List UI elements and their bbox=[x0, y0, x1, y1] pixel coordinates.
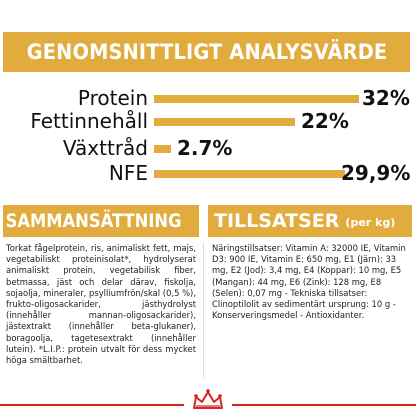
additives-title: TILLSATSER bbox=[214, 210, 340, 232]
analysis-row-fiber: Växttråd 2.7% bbox=[0, 133, 416, 163]
analysis-banner: GENOMSNITTLIGT ANALYSVÄRDE bbox=[3, 32, 410, 72]
additives-unit: (per kg) bbox=[345, 216, 396, 229]
row-bar bbox=[154, 145, 171, 153]
row-value: 32% bbox=[362, 86, 410, 110]
row-label: Fettinnehåll bbox=[30, 109, 148, 133]
analysis-row-nfe: NFE 29,9% bbox=[0, 158, 416, 188]
row-value: 2.7% bbox=[177, 136, 233, 160]
column-divider bbox=[203, 243, 205, 378]
composition-title: SAMMANSÄTTNING bbox=[5, 210, 182, 232]
additives-header: TILLSATSER (per kg) bbox=[208, 205, 412, 237]
row-bar bbox=[154, 118, 295, 126]
row-label: Växttråd bbox=[62, 136, 148, 160]
analysis-row-fat: Fettinnehåll 22% bbox=[0, 106, 416, 136]
row-value: 22% bbox=[301, 109, 349, 133]
additives-text: Näringstillsatser: Vitamin A: 32000 IE, … bbox=[212, 243, 406, 321]
analysis-row-protein: Protein 32% bbox=[0, 83, 416, 113]
row-label: NFE bbox=[108, 161, 148, 185]
row-bar bbox=[154, 95, 359, 103]
footer-line-left bbox=[0, 404, 184, 406]
analysis-title: GENOMSNITTLIGT ANALYSVÄRDE bbox=[26, 40, 387, 64]
row-value: 29,9% bbox=[341, 161, 411, 185]
footer-line-right bbox=[232, 404, 416, 406]
crown-logo-icon bbox=[193, 389, 223, 409]
row-label: Protein bbox=[77, 86, 148, 110]
composition-text: Torkat fågelprotein, ris, animaliskt fet… bbox=[6, 243, 196, 366]
composition-header: SAMMANSÄTTNING bbox=[3, 205, 199, 237]
row-bar bbox=[154, 170, 345, 178]
